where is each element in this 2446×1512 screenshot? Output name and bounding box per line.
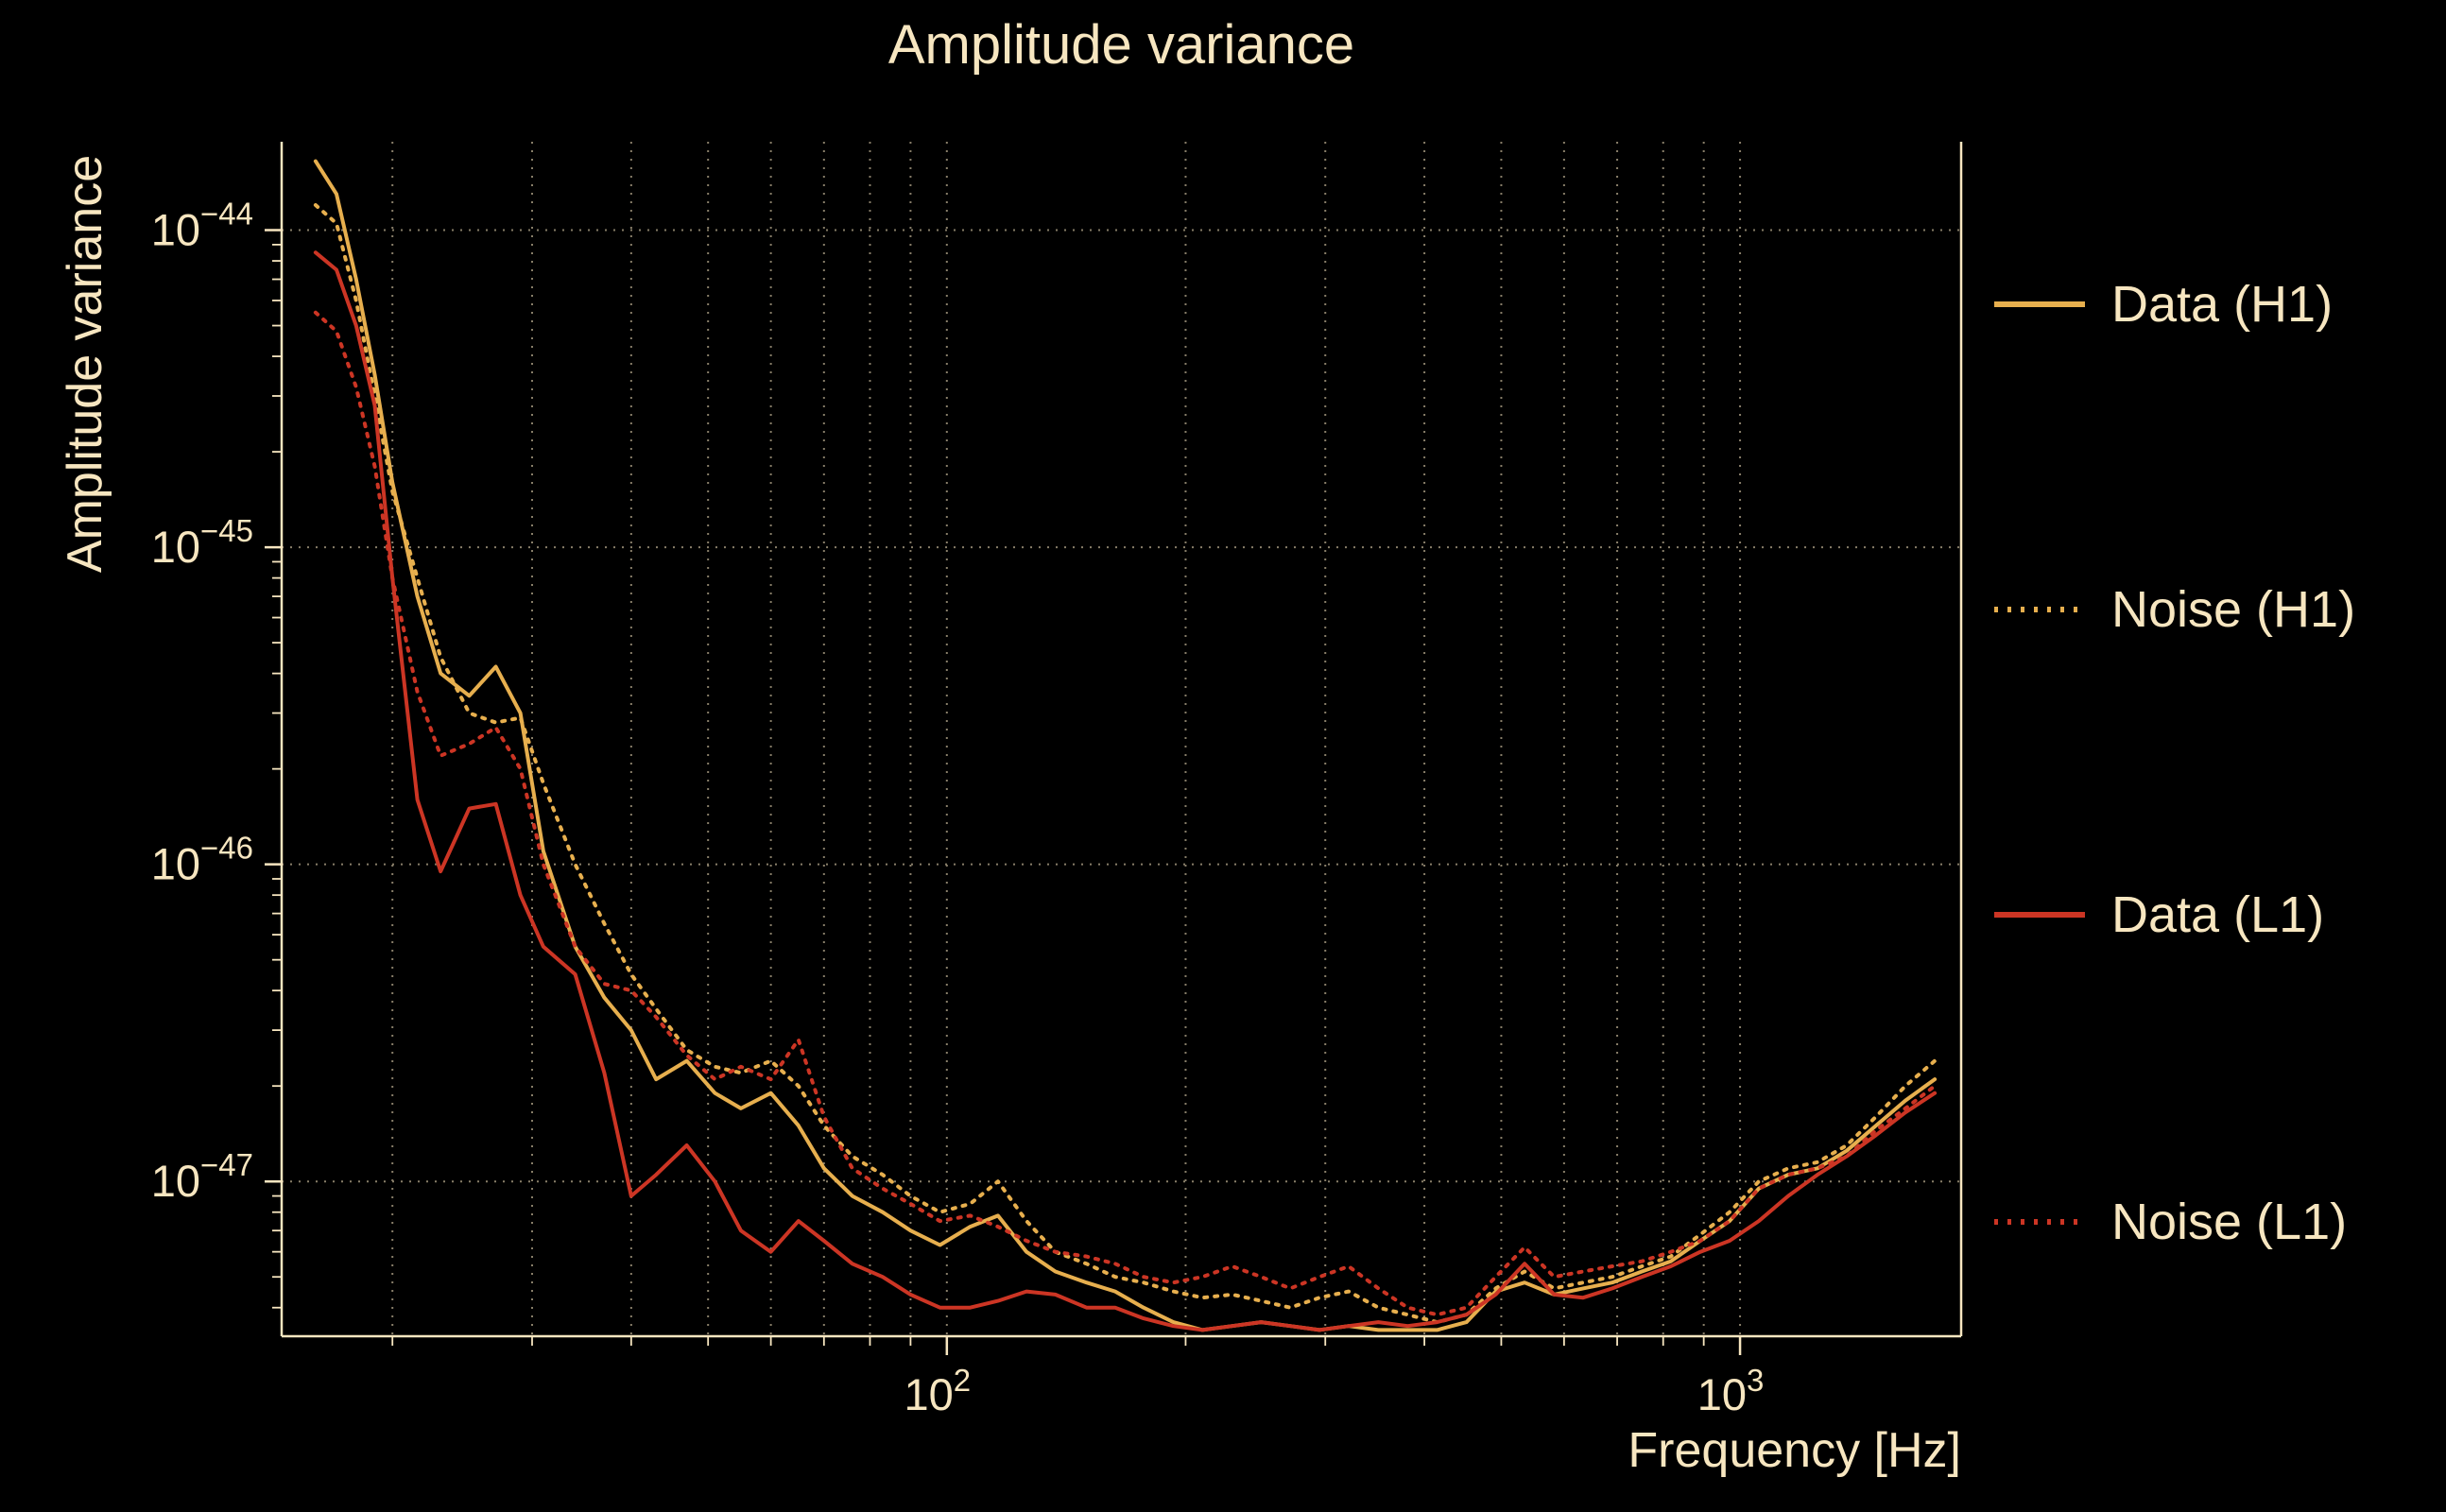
svg-text:10−44: 10−44 — [151, 197, 253, 255]
legend-line-sample — [1994, 607, 2085, 612]
legend-item-label: Noise (H1) — [2111, 581, 2356, 638]
svg-text:102: 102 — [904, 1363, 971, 1419]
svg-text:10−47: 10−47 — [151, 1147, 253, 1206]
legend-item: Data (L1) — [1992, 885, 2324, 944]
svg-text:10−46: 10−46 — [151, 831, 253, 889]
legend-item: Noise (L1) — [1992, 1193, 2347, 1251]
chart-title: Amplitude variance — [887, 14, 1355, 76]
legend-line-sample — [1994, 301, 2085, 307]
legend-line-sample — [1994, 912, 2085, 918]
legend-line-sample — [1994, 1219, 2085, 1225]
legend-item: Noise (H1) — [1992, 580, 2355, 639]
legend-item-label: Data (L1) — [2111, 886, 2325, 943]
legend: Data (H1) Noise (H1) Data (L1) Noise (L1… — [1992, 0, 2437, 1512]
legend-item: Data (H1) — [1992, 275, 2333, 334]
x-axis-label: Frequency [Hz] — [1628, 1423, 1961, 1478]
svg-text:103: 103 — [1697, 1363, 1765, 1419]
legend-item-label: Data (H1) — [2111, 276, 2334, 333]
svg-text:10−45: 10−45 — [151, 513, 253, 572]
legend-item-label: Noise (L1) — [2111, 1194, 2348, 1250]
